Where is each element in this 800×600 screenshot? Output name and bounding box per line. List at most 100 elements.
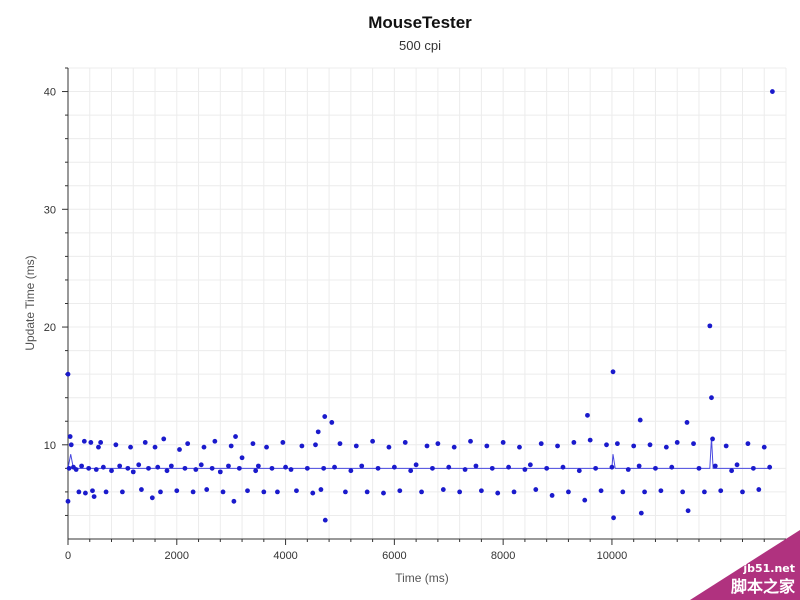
data-point bbox=[239, 455, 245, 461]
data-point bbox=[86, 465, 92, 471]
data-point bbox=[614, 441, 620, 447]
data-point bbox=[620, 489, 626, 495]
data-point bbox=[83, 490, 88, 496]
data-point bbox=[136, 462, 142, 468]
data-point bbox=[745, 441, 751, 447]
data-point bbox=[756, 487, 762, 492]
data-point bbox=[696, 465, 702, 471]
data-point bbox=[81, 438, 87, 444]
data-point bbox=[67, 434, 73, 439]
data-point bbox=[65, 371, 71, 377]
data-point bbox=[611, 515, 616, 521]
data-point bbox=[680, 489, 686, 495]
data-point bbox=[261, 489, 267, 495]
data-point bbox=[397, 488, 403, 494]
data-point bbox=[582, 497, 588, 503]
data-point bbox=[233, 434, 238, 439]
data-point bbox=[250, 441, 256, 447]
data-point bbox=[723, 443, 729, 449]
data-point bbox=[566, 489, 571, 495]
data-point bbox=[337, 441, 343, 447]
data-point bbox=[702, 489, 707, 495]
data-point bbox=[457, 489, 463, 495]
data-point bbox=[489, 465, 495, 471]
data-point bbox=[707, 323, 713, 329]
data-point bbox=[386, 444, 392, 450]
data-point bbox=[209, 465, 215, 471]
data-point bbox=[750, 465, 756, 471]
data-point bbox=[495, 490, 501, 496]
series-points bbox=[65, 89, 775, 523]
data-point bbox=[549, 493, 555, 498]
data-point bbox=[413, 462, 419, 468]
data-point bbox=[359, 463, 365, 469]
data-point bbox=[68, 442, 74, 448]
data-point bbox=[375, 465, 381, 471]
data-point bbox=[113, 442, 119, 448]
data-point bbox=[91, 494, 97, 500]
watermark-badge bbox=[690, 530, 800, 600]
data-point bbox=[555, 443, 560, 449]
data-point bbox=[130, 469, 136, 475]
data-point bbox=[446, 464, 452, 470]
data-point bbox=[685, 508, 691, 514]
data-point bbox=[408, 468, 414, 474]
data-point bbox=[318, 487, 324, 492]
data-point bbox=[419, 489, 424, 495]
data-point bbox=[478, 488, 484, 494]
data-point bbox=[538, 441, 544, 447]
x-tick-label: 2000 bbox=[165, 550, 189, 562]
chart-title: MouseTester bbox=[368, 13, 472, 32]
data-point bbox=[329, 420, 335, 425]
data-point bbox=[321, 465, 327, 471]
data-point bbox=[310, 490, 316, 496]
data-point bbox=[642, 489, 647, 495]
chart-subtitle: 500 cpi bbox=[399, 38, 441, 53]
x-tick-label: 0 bbox=[65, 550, 71, 562]
data-point bbox=[348, 468, 354, 474]
data-point bbox=[364, 489, 370, 495]
data-point bbox=[231, 498, 237, 504]
data-point bbox=[647, 442, 653, 448]
data-point bbox=[125, 465, 131, 471]
data-point bbox=[322, 414, 328, 419]
data-point bbox=[593, 465, 599, 471]
data-point bbox=[770, 89, 775, 94]
data-point bbox=[158, 489, 163, 495]
x-tick-label: 8000 bbox=[491, 550, 515, 562]
data-point bbox=[164, 468, 170, 474]
data-point bbox=[729, 468, 735, 474]
data-point bbox=[226, 463, 231, 469]
data-point bbox=[585, 412, 590, 418]
data-point bbox=[65, 498, 71, 504]
data-point bbox=[663, 444, 669, 450]
data-point bbox=[76, 489, 82, 495]
ticks: 0 2000 4000 6000 8000 10000 10 20 30 40 bbox=[44, 67, 787, 562]
data-point bbox=[761, 444, 767, 450]
data-point bbox=[212, 438, 218, 444]
data-point bbox=[275, 489, 280, 495]
data-point bbox=[190, 489, 196, 495]
data-point bbox=[269, 465, 275, 471]
data-point bbox=[571, 440, 577, 445]
data-point bbox=[174, 488, 180, 494]
data-point bbox=[636, 463, 642, 469]
data-point bbox=[522, 467, 528, 472]
data-point bbox=[152, 444, 158, 450]
data-point bbox=[109, 468, 114, 474]
y-tick-label: 10 bbox=[44, 440, 56, 452]
data-point bbox=[193, 467, 199, 472]
data-point bbox=[669, 464, 675, 470]
x-tick-label: 6000 bbox=[382, 550, 406, 562]
y-axis-label: Update Time (ms) bbox=[23, 255, 37, 350]
data-point bbox=[440, 487, 446, 492]
data-point bbox=[182, 465, 188, 471]
data-point bbox=[343, 489, 348, 495]
data-point bbox=[473, 463, 479, 469]
data-point bbox=[149, 495, 155, 501]
data-point bbox=[511, 489, 517, 495]
data-point bbox=[517, 444, 522, 450]
data-point bbox=[142, 440, 148, 445]
y-tick-label: 40 bbox=[44, 87, 56, 99]
